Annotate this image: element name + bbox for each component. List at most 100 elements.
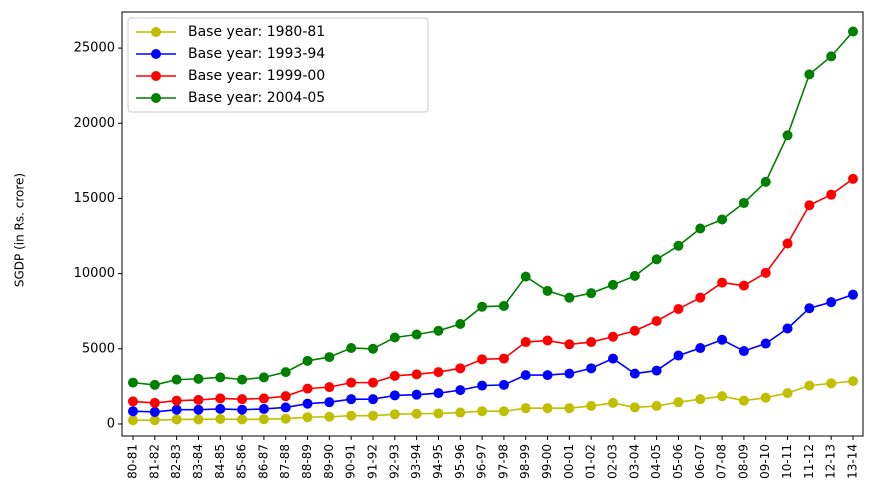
data-point bbox=[651, 365, 662, 376]
x-tick-label: 86-87 bbox=[256, 444, 270, 479]
data-point bbox=[237, 374, 248, 385]
x-tick-label: 01-02 bbox=[584, 444, 598, 479]
data-point bbox=[673, 350, 684, 361]
data-point bbox=[673, 240, 684, 251]
data-point bbox=[324, 411, 335, 422]
data-point bbox=[782, 388, 793, 399]
data-point bbox=[368, 377, 378, 388]
x-tick-label: 98-99 bbox=[518, 444, 532, 479]
data-point bbox=[324, 352, 335, 363]
x-tick-label: 95-96 bbox=[453, 444, 467, 479]
data-point bbox=[128, 396, 138, 407]
data-point bbox=[280, 402, 291, 413]
data-point bbox=[782, 130, 793, 141]
data-point bbox=[542, 285, 553, 296]
data-point bbox=[477, 406, 488, 417]
series-line bbox=[132, 178, 854, 404]
data-point bbox=[149, 406, 160, 417]
data-point bbox=[368, 394, 378, 405]
x-tick-label: 02-03 bbox=[606, 444, 620, 479]
data-point bbox=[848, 376, 858, 387]
data-point bbox=[498, 406, 509, 417]
data-point bbox=[455, 407, 466, 418]
data-point bbox=[651, 400, 662, 411]
data-point bbox=[368, 343, 378, 354]
data-point bbox=[782, 238, 793, 249]
data-point bbox=[804, 303, 815, 314]
data-point bbox=[498, 300, 509, 311]
y-tick-label: 0 bbox=[107, 416, 115, 431]
data-point bbox=[389, 390, 400, 401]
data-point bbox=[258, 372, 269, 383]
x-tick-label: 81-82 bbox=[147, 444, 161, 479]
data-point bbox=[171, 404, 182, 415]
data-point bbox=[848, 26, 858, 37]
data-point bbox=[389, 332, 400, 343]
data-point bbox=[149, 415, 160, 426]
data-point bbox=[411, 389, 422, 400]
x-tick-label: 06-07 bbox=[693, 444, 707, 479]
data-point bbox=[826, 378, 837, 389]
x-tick-label: 84-85 bbox=[213, 444, 227, 479]
data-point bbox=[651, 254, 662, 265]
data-point bbox=[302, 355, 313, 366]
data-point bbox=[760, 392, 771, 403]
x-tick-label: 99-00 bbox=[540, 444, 554, 479]
data-point bbox=[411, 408, 422, 419]
data-point bbox=[542, 403, 553, 414]
data-point bbox=[717, 214, 728, 225]
data-point bbox=[324, 397, 335, 408]
data-point bbox=[608, 331, 618, 342]
data-point bbox=[128, 377, 138, 388]
x-tick-label: 07-08 bbox=[715, 444, 729, 479]
y-axis-label: SGDP (in Rs. crore) bbox=[13, 173, 27, 287]
data-point bbox=[455, 385, 466, 396]
x-tick-label: 89-90 bbox=[322, 444, 336, 479]
legend-marker bbox=[151, 49, 161, 59]
x-tick-label: 93-94 bbox=[409, 444, 423, 479]
data-point bbox=[215, 372, 226, 383]
data-point bbox=[193, 414, 204, 425]
data-point bbox=[651, 315, 662, 326]
data-point bbox=[237, 394, 248, 405]
x-tick-label: 11-12 bbox=[802, 444, 816, 479]
data-point bbox=[608, 397, 618, 408]
x-tick-label: 90-91 bbox=[344, 444, 358, 479]
data-point bbox=[586, 400, 597, 411]
x-tick-label: 94-95 bbox=[431, 444, 445, 479]
data-point bbox=[280, 391, 291, 402]
data-point bbox=[738, 395, 749, 406]
data-point bbox=[826, 51, 837, 62]
data-point bbox=[433, 325, 444, 336]
data-point bbox=[237, 414, 248, 425]
data-point bbox=[171, 374, 182, 385]
data-point bbox=[804, 200, 815, 211]
data-point bbox=[455, 363, 466, 374]
x-tick-label: 04-05 bbox=[649, 444, 663, 479]
data-point bbox=[477, 354, 488, 365]
y-tick-label: 5000 bbox=[82, 341, 115, 356]
data-point bbox=[717, 391, 728, 402]
data-point bbox=[695, 292, 706, 303]
data-point bbox=[193, 373, 204, 384]
data-point bbox=[695, 394, 706, 405]
data-point bbox=[760, 338, 771, 349]
data-point bbox=[389, 370, 400, 381]
data-point bbox=[542, 335, 553, 346]
data-point bbox=[608, 353, 618, 364]
plot-frame bbox=[121, 11, 864, 437]
data-point bbox=[302, 398, 313, 409]
data-point bbox=[717, 334, 728, 345]
legend-label: Base year: 1993-94 bbox=[188, 46, 325, 62]
data-point bbox=[520, 337, 531, 348]
data-point bbox=[629, 270, 640, 281]
data-point bbox=[193, 404, 204, 415]
x-tick-label: 91-92 bbox=[366, 444, 380, 479]
x-tick-label: 82-83 bbox=[169, 444, 183, 479]
data-point bbox=[258, 414, 269, 425]
data-point bbox=[346, 343, 357, 354]
data-point bbox=[717, 277, 728, 288]
data-point bbox=[324, 382, 335, 393]
